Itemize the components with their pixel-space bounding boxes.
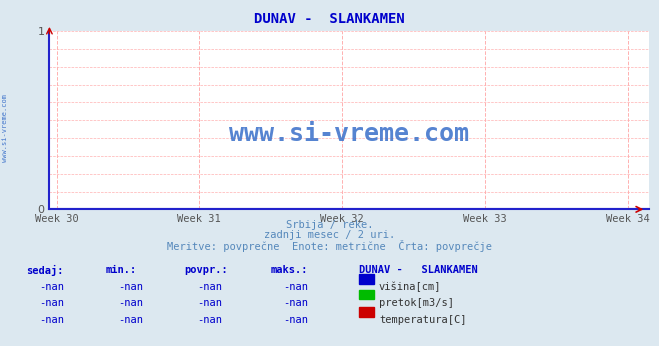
Text: -nan: -nan	[283, 298, 308, 308]
Text: Meritve: povprečne  Enote: metrične  Črta: povprečje: Meritve: povprečne Enote: metrične Črta:…	[167, 240, 492, 253]
Text: pretok[m3/s]: pretok[m3/s]	[379, 298, 454, 308]
Text: min.:: min.:	[105, 265, 136, 275]
Text: -nan: -nan	[283, 282, 308, 292]
Text: -nan: -nan	[198, 298, 223, 308]
Text: -nan: -nan	[198, 315, 223, 325]
Text: -nan: -nan	[40, 282, 65, 292]
Text: -nan: -nan	[40, 315, 65, 325]
Text: zadnji mesec / 2 uri.: zadnji mesec / 2 uri.	[264, 230, 395, 240]
Text: maks.:: maks.:	[270, 265, 308, 275]
Text: -nan: -nan	[283, 315, 308, 325]
Text: -nan: -nan	[119, 315, 144, 325]
Text: -nan: -nan	[40, 298, 65, 308]
Text: www.si-vreme.com: www.si-vreme.com	[229, 122, 469, 146]
Text: www.si-vreme.com: www.si-vreme.com	[2, 94, 9, 162]
Text: Srbija / reke.: Srbija / reke.	[286, 220, 373, 230]
Text: povpr.:: povpr.:	[185, 265, 228, 275]
Text: -nan: -nan	[198, 282, 223, 292]
Text: sedaj:: sedaj:	[26, 265, 64, 276]
Text: -nan: -nan	[119, 282, 144, 292]
Text: temperatura[C]: temperatura[C]	[379, 315, 467, 325]
Text: DUNAV -   SLANKAMEN: DUNAV - SLANKAMEN	[359, 265, 478, 275]
Text: višina[cm]: višina[cm]	[379, 282, 442, 292]
Text: DUNAV -  SLANKAMEN: DUNAV - SLANKAMEN	[254, 12, 405, 26]
Text: -nan: -nan	[119, 298, 144, 308]
